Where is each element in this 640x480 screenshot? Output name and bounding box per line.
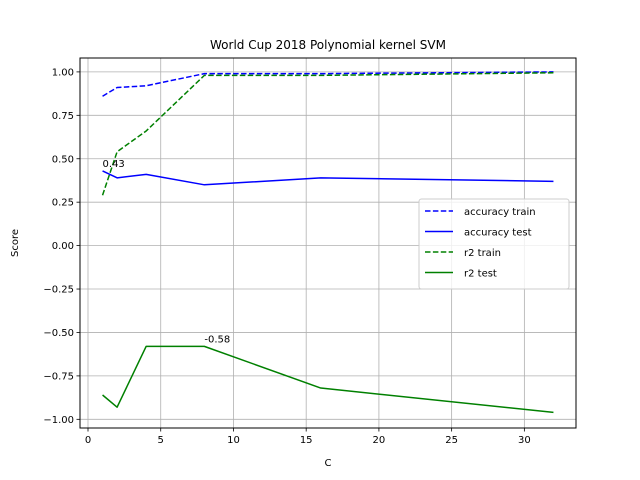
series-line-r2-test	[102, 345, 554, 414]
y-tick-label: 0.25	[52, 198, 74, 209]
x-tick-label: 25	[445, 435, 458, 446]
x-tick-label: 10	[227, 435, 240, 446]
series-line-r2-train	[101, 72, 554, 196]
chart-title: World Cup 2018 Polynomial kernel SVM	[210, 38, 446, 52]
y-tick-label: 1.00	[52, 67, 74, 78]
y-axis-label: Score	[10, 229, 21, 257]
legend-label: accuracy test	[464, 228, 532, 239]
legend: accuracy train accuracy test r2 train r2 te…	[418, 198, 570, 290]
legend-label: r2 test	[464, 269, 497, 280]
series-line-accuracy-test	[102, 170, 554, 186]
legend-frame	[418, 198, 570, 290]
x-tick-label: 30	[518, 435, 531, 446]
annotations: 0.43 -0.58	[103, 159, 231, 345]
y-tick-label: −0.50	[43, 328, 74, 339]
y-axis-ticks: 1.00 0.75 0.50 0.25 0.00 −0.25 −0.50 −0.75 −1.00	[43, 67, 80, 426]
legend-label: accuracy train	[464, 207, 536, 218]
x-tick-label: 20	[373, 435, 386, 446]
series-layer	[101, 71, 554, 414]
plot-frame	[79, 57, 577, 429]
legend-label: r2 train	[464, 248, 501, 259]
data-annotation: 0.43	[103, 159, 125, 170]
x-axis-label: C	[325, 458, 332, 469]
y-tick-label: −0.75	[43, 371, 74, 382]
y-tick-label: −0.25	[43, 285, 74, 296]
x-tick-label: 15	[300, 435, 313, 446]
data-annotation: -0.58	[204, 334, 230, 345]
y-tick-label: 0.00	[52, 241, 74, 252]
y-tick-label: 0.75	[52, 111, 74, 122]
series-line-accuracy-train	[102, 71, 554, 97]
y-tick-label: −1.00	[43, 415, 74, 426]
x-tick-label: 0	[85, 435, 91, 446]
x-tick-label: 5	[158, 435, 164, 446]
x-axis-ticks: 0 5 10 15 20 25 30	[85, 428, 531, 446]
y-tick-label: 0.50	[52, 154, 74, 165]
